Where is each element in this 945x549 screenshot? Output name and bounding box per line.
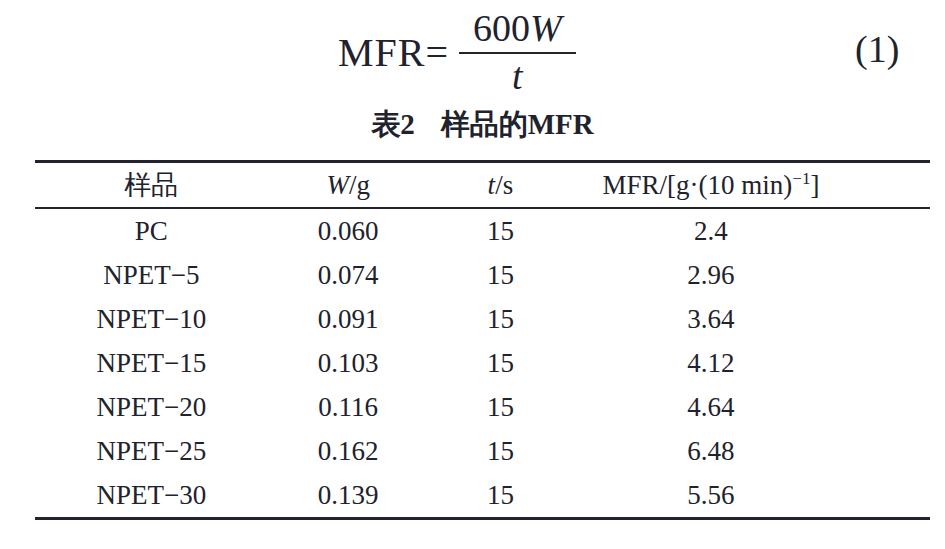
header-time: t/s (429, 162, 572, 209)
table-body: PC 0.060 15 2.4 NPET−5 0.074 15 2.96 NPE… (35, 208, 930, 519)
cell-time: 15 (429, 385, 572, 429)
equation-body: MFR= 600W t (338, 8, 576, 97)
cell-weight: 0.116 (268, 385, 429, 429)
table-row: NPET−25 0.162 15 6.48 (35, 429, 930, 473)
header-mfr-superscript: −1 (792, 169, 810, 188)
cell-sample: NPET−25 (35, 429, 268, 473)
table-row: NPET−20 0.116 15 4.64 (35, 385, 930, 429)
cell-weight: 0.139 (268, 473, 429, 519)
cell-time: 15 (429, 208, 572, 253)
numerator-coefficient: 600 (473, 7, 530, 49)
fraction-numerator: 600W (459, 8, 576, 54)
mfr-data-table: 样品 W/g t/s MFR/[g·(10 min)−1] PC 0.060 1… (35, 160, 930, 520)
cell-mfr: 5.56 (572, 473, 930, 519)
fraction-denominator: t (512, 54, 523, 97)
cell-weight: 0.091 (268, 297, 429, 341)
equation-fraction: 600W t (459, 8, 576, 97)
numerator-variable: W (530, 7, 562, 49)
table-header: 样品 W/g t/s MFR/[g·(10 min)−1] (35, 162, 930, 209)
table-row: PC 0.060 15 2.4 (35, 208, 930, 253)
cell-sample: NPET−15 (35, 341, 268, 385)
cell-mfr: 2.96 (572, 253, 930, 297)
cell-mfr: 4.12 (572, 341, 930, 385)
cell-mfr: 2.4 (572, 208, 930, 253)
cell-time: 15 (429, 297, 572, 341)
table-caption-label: 表2 (371, 108, 415, 140)
equation-number: (1) (855, 30, 899, 68)
header-mfr-prefix: MFR/[g·(10 min) (603, 170, 793, 200)
table-caption: 表2 样品的MFR (35, 104, 930, 144)
header-mfr-suffix: ] (810, 170, 819, 200)
header-weight-variable: W (326, 170, 349, 200)
table-row: NPET−15 0.103 15 4.12 (35, 341, 930, 385)
cell-weight: 0.162 (268, 429, 429, 473)
header-sample: 样品 (35, 162, 268, 209)
header-time-variable: t (488, 170, 496, 200)
cell-time: 15 (429, 473, 572, 519)
cell-weight: 0.103 (268, 341, 429, 385)
table-row: NPET−10 0.091 15 3.64 (35, 297, 930, 341)
table-row: NPET−5 0.074 15 2.96 (35, 253, 930, 297)
table-header-row: 样品 W/g t/s MFR/[g·(10 min)−1] (35, 162, 930, 209)
header-weight-unit: /g (349, 170, 370, 200)
cell-sample: NPET−30 (35, 473, 268, 519)
cell-mfr: 3.64 (572, 297, 930, 341)
cell-mfr: 4.64 (572, 385, 930, 429)
cell-sample: NPET−20 (35, 385, 268, 429)
equation-lhs: MFR= (338, 33, 449, 73)
cell-sample: PC (35, 208, 268, 253)
table-caption-title: 样品的MFR (441, 108, 594, 140)
table-row: NPET−30 0.139 15 5.56 (35, 473, 930, 519)
header-mfr: MFR/[g·(10 min)−1] (572, 162, 930, 209)
header-weight: W/g (268, 162, 429, 209)
cell-weight: 0.074 (268, 253, 429, 297)
equation-1: MFR= 600W t (1) (0, 0, 945, 102)
cell-sample: NPET−5 (35, 253, 268, 297)
cell-sample: NPET−10 (35, 297, 268, 341)
cell-weight: 0.060 (268, 208, 429, 253)
cell-time: 15 (429, 253, 572, 297)
cell-time: 15 (429, 429, 572, 473)
header-time-unit: /s (495, 170, 513, 200)
cell-time: 15 (429, 341, 572, 385)
cell-mfr: 6.48 (572, 429, 930, 473)
